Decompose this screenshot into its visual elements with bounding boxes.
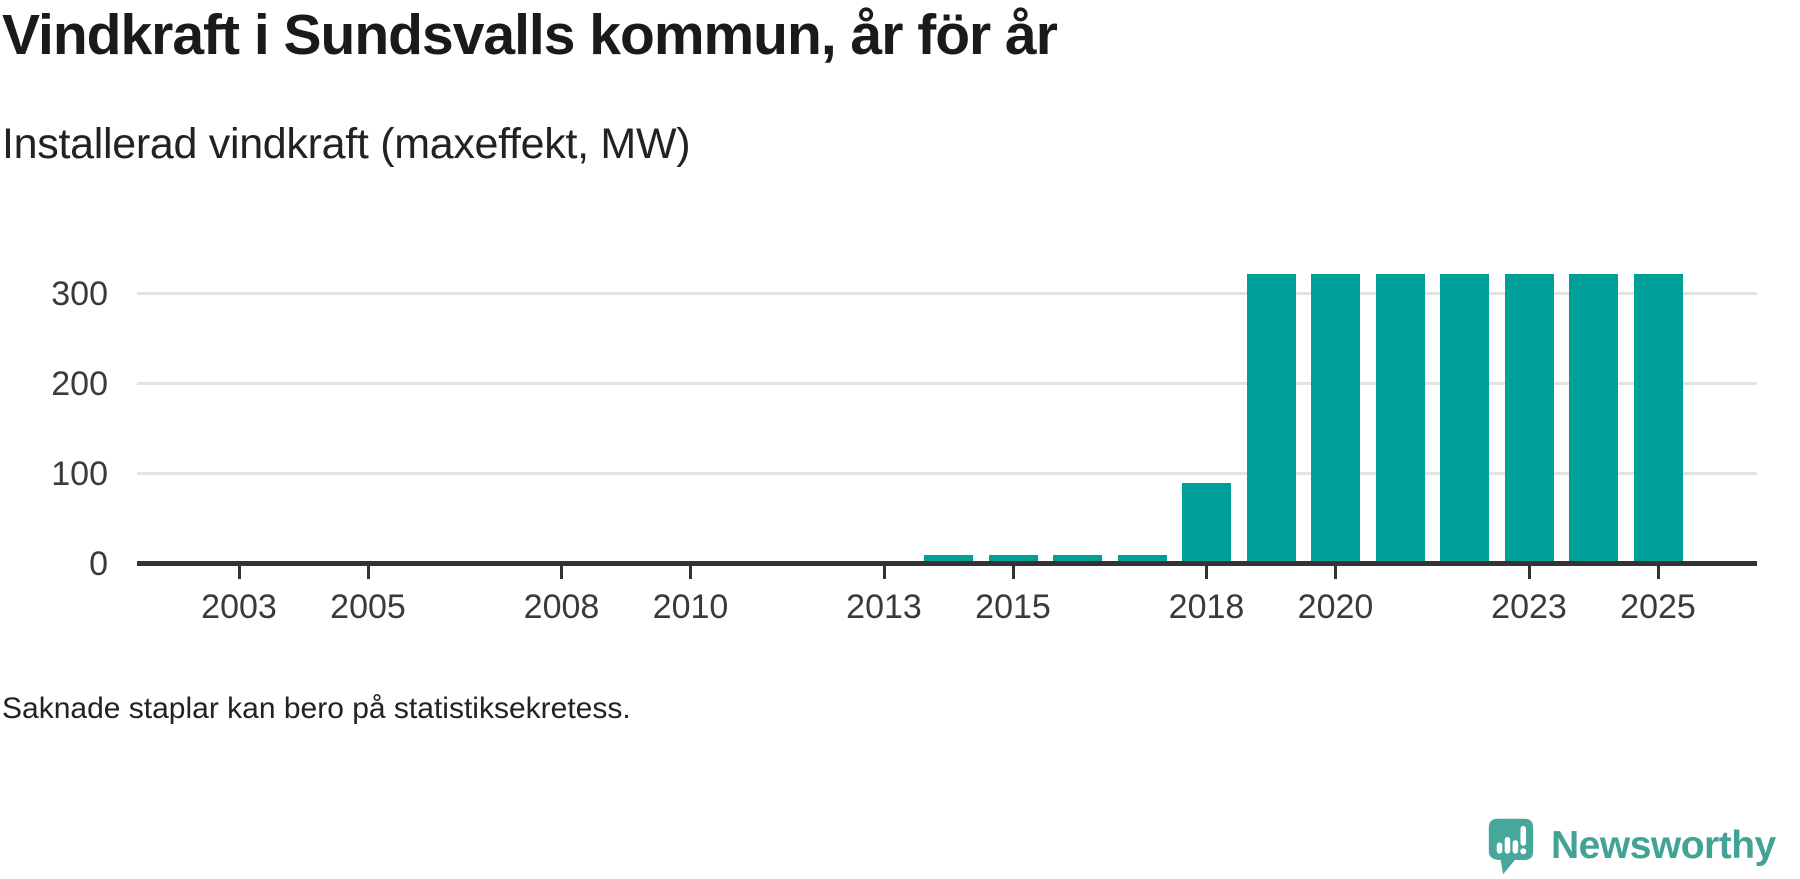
x-tick-2020 <box>1334 566 1337 579</box>
y-axis-label-100: 100 <box>51 455 108 493</box>
x-tick-2005 <box>366 566 370 579</box>
x-axis-label-2020: 2020 <box>1297 588 1374 626</box>
gridline-100 <box>137 472 1757 475</box>
bar-2020 <box>1311 274 1360 562</box>
newsworthy-logo-text: Newsworthy <box>1551 824 1776 867</box>
x-tick-2010 <box>689 566 692 579</box>
y-axis-label-300: 300 <box>51 275 108 313</box>
y-axis-label-200: 200 <box>51 365 108 403</box>
bar-2014 <box>924 555 973 562</box>
x-axis-label-2005: 2005 <box>330 588 406 626</box>
x-axis-label-2003: 2003 <box>201 588 277 626</box>
x-axis-label-2013: 2013 <box>846 588 922 626</box>
x-tick-2015 <box>1011 566 1015 579</box>
x-tick-2025 <box>1656 566 1660 579</box>
bar-2017 <box>1118 555 1167 562</box>
x-tick-2013 <box>882 566 886 579</box>
x-axis-label-2015: 2015 <box>975 588 1051 626</box>
x-tick-2008 <box>560 566 563 579</box>
bar-2019 <box>1247 274 1296 562</box>
bar-2015 <box>989 555 1038 562</box>
x-axis-label-2018: 2018 <box>1168 588 1245 626</box>
bar-2016 <box>1053 555 1102 562</box>
x-tick-2023 <box>1527 566 1531 579</box>
bar-2023 <box>1505 274 1554 562</box>
gridline-200 <box>137 382 1757 385</box>
x-axis-label-2008: 2008 <box>523 588 600 626</box>
x-axis-label-2025: 2025 <box>1620 588 1696 626</box>
y-axis-label-0: 0 <box>89 545 108 583</box>
x-tick-2003 <box>237 566 241 579</box>
chart-footnote: Saknade staplar kan bero på statistiksek… <box>2 692 631 725</box>
bar-2018 <box>1182 483 1231 562</box>
bar-2024 <box>1569 274 1618 562</box>
newsworthy-logo-icon <box>1488 818 1534 874</box>
bar-2025 <box>1634 274 1683 562</box>
x-axis-label-2023: 2023 <box>1491 588 1567 626</box>
x-axis-line <box>137 561 1757 566</box>
gridline-300 <box>137 292 1757 295</box>
bar-2021 <box>1376 274 1425 562</box>
chart-title: Vindkraft i Sundsvalls kommun, år för år <box>2 3 1058 67</box>
x-axis-label-2010: 2010 <box>652 588 729 626</box>
bar-2022 <box>1440 274 1489 562</box>
x-tick-2018 <box>1205 566 1208 579</box>
chart-subtitle: Installerad vindkraft (maxeffekt, MW) <box>2 120 691 168</box>
newsworthy-logo: Newsworthy <box>1488 816 1776 876</box>
